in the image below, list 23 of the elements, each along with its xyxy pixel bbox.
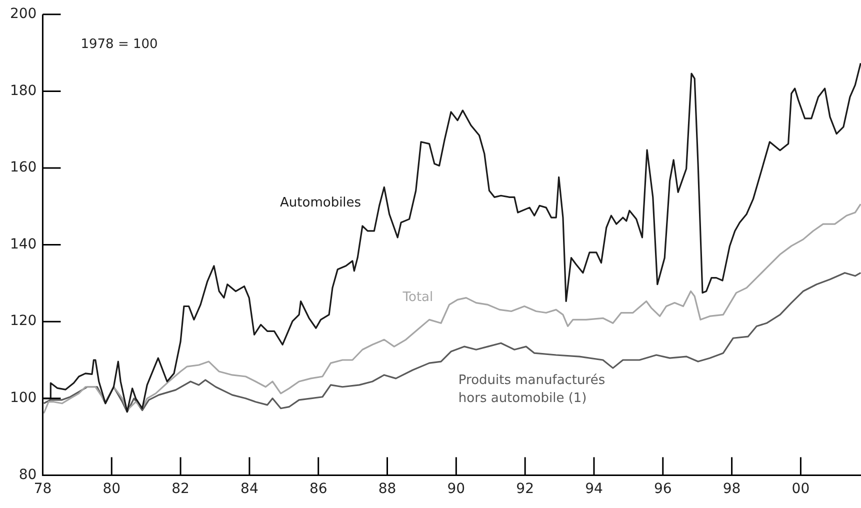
y-tick-label: 180 [10, 82, 37, 99]
y-tick-label: 160 [10, 160, 37, 176]
x-tick-label: 00 [792, 481, 810, 498]
series-label: Produits manufacturés hors automobile (1) [458, 373, 606, 406]
x-tick-label: 84 [240, 481, 258, 498]
x-tick-label: 82 [172, 481, 190, 498]
x-tick-label: 86 [309, 481, 328, 498]
annotation: 1978 = 100 [80, 36, 158, 52]
x-tick-label: 90 [447, 481, 466, 498]
x-tick-label: 78 [34, 481, 52, 498]
series-label: Automobiles [280, 196, 362, 211]
series-label: Total [402, 290, 434, 306]
y-tick-label: 200 [10, 6, 37, 22]
y-tick-label: 80 [18, 466, 37, 483]
y-tick-label: 100 [10, 390, 37, 406]
x-tick-label: 96 [654, 481, 672, 498]
x-tick-label: 98 [722, 481, 741, 498]
x-tick-label: 92 [516, 481, 534, 498]
x-tick-label: 80 [102, 481, 121, 498]
x-tick-label: 88 [378, 481, 396, 498]
y-tick-label: 120 [10, 313, 37, 330]
y-tick-label: 140 [10, 236, 37, 252]
x-tick-label: 94 [585, 481, 603, 498]
